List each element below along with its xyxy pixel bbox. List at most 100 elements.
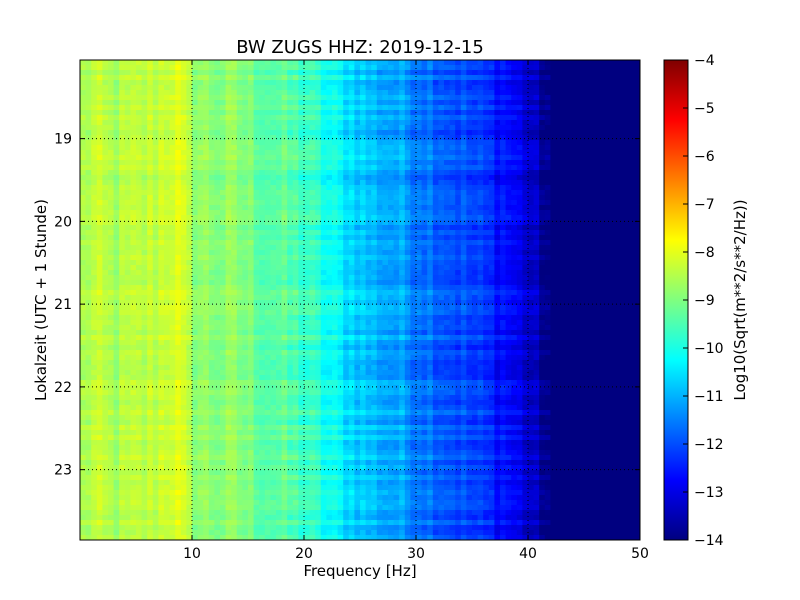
heatmap-cell (102, 295, 109, 301)
heatmap-cell (365, 100, 372, 106)
heatmap-cell (539, 125, 546, 131)
heatmap-cell (354, 85, 361, 91)
heatmap-cell (225, 75, 232, 81)
heatmap-cell (276, 105, 283, 111)
heatmap-cell (410, 100, 417, 106)
heatmap-cell (91, 135, 98, 141)
heatmap-cell (494, 125, 501, 131)
heatmap-cell (466, 150, 473, 156)
heatmap-cell (628, 265, 635, 271)
heatmap-cell (292, 135, 299, 141)
heatmap-cell (612, 125, 619, 131)
heatmap-cell (483, 185, 490, 191)
heatmap-cell (180, 100, 187, 106)
heatmap-cell (500, 110, 507, 116)
heatmap-cell (337, 240, 344, 246)
heatmap-cell (236, 280, 243, 286)
heatmap-cell (270, 295, 277, 301)
heatmap-cell (354, 285, 361, 291)
heatmap-cell (158, 235, 165, 241)
heatmap-cell (365, 110, 372, 116)
heatmap-cell (539, 135, 546, 141)
heatmap-cell (287, 145, 294, 151)
heatmap-cell (612, 95, 619, 101)
heatmap-cell (337, 165, 344, 171)
heatmap-cell (248, 180, 255, 186)
heatmap-cell (203, 115, 210, 121)
heatmap-cell (208, 95, 215, 101)
heatmap-cell (539, 235, 546, 241)
heatmap-cell (220, 190, 227, 196)
heatmap-cell (136, 175, 143, 181)
heatmap-cell (264, 65, 271, 71)
heatmap-cell (572, 160, 579, 166)
heatmap-cell (416, 280, 423, 286)
heatmap-cell (276, 185, 283, 191)
heatmap-cell (236, 160, 243, 166)
heatmap-cell (416, 190, 423, 196)
heatmap-cell (192, 140, 199, 146)
heatmap-cell (208, 285, 215, 291)
heatmap-cell (242, 220, 249, 226)
heatmap-cell (292, 105, 299, 111)
heatmap-cell (175, 170, 182, 176)
heatmap-cell (371, 210, 378, 216)
heatmap-cell (113, 190, 120, 196)
heatmap-cell (276, 285, 283, 291)
heatmap-cell (231, 200, 238, 206)
heatmap-cell (404, 220, 411, 226)
heatmap-cell (141, 185, 148, 191)
heatmap-cell (343, 115, 350, 121)
heatmap-cell (343, 60, 350, 66)
heatmap-cell (516, 220, 523, 226)
heatmap-cell (376, 75, 383, 81)
heatmap-cell (522, 180, 529, 186)
heatmap-cell (584, 100, 591, 106)
heatmap-cell (511, 200, 518, 206)
heatmap-cell (466, 300, 473, 306)
heatmap-cell (421, 70, 428, 76)
heatmap-cell (326, 210, 333, 216)
heatmap-cell (533, 150, 540, 156)
heatmap-cell (410, 255, 417, 261)
heatmap-cell (169, 85, 176, 91)
heatmap-cell (332, 60, 339, 66)
heatmap-cell (427, 280, 434, 286)
heatmap-cell (164, 275, 171, 281)
heatmap-cell (516, 85, 523, 91)
heatmap-cell (533, 90, 540, 96)
heatmap-cell (180, 250, 187, 256)
heatmap-cell (360, 195, 367, 201)
heatmap-cell (236, 100, 243, 106)
heatmap-cell (164, 110, 171, 116)
heatmap-cell (623, 175, 630, 181)
heatmap-cell (449, 280, 456, 286)
heatmap-cell (449, 155, 456, 161)
heatmap-cell (169, 120, 176, 126)
heatmap-cell (220, 225, 227, 231)
heatmap-cell (264, 170, 271, 176)
heatmap-cell (180, 200, 187, 206)
heatmap-cell (505, 60, 512, 66)
heatmap-cell (337, 200, 344, 206)
heatmap-cell (80, 100, 87, 106)
heatmap-cell (136, 190, 143, 196)
heatmap-cell (332, 140, 339, 146)
heatmap-cell (197, 185, 204, 191)
heatmap-cell (152, 230, 159, 236)
heatmap-cell (287, 65, 294, 71)
heatmap-cell (623, 230, 630, 236)
heatmap-cell (231, 305, 238, 311)
heatmap-cell (494, 185, 501, 191)
heatmap-cell (348, 225, 355, 231)
heatmap-cell (561, 125, 568, 131)
heatmap-cell (220, 260, 227, 266)
heatmap-cell (348, 270, 355, 276)
heatmap-cell (164, 260, 171, 266)
heatmap-cell (332, 115, 339, 121)
heatmap-cell (388, 120, 395, 126)
heatmap-cell (332, 80, 339, 86)
heatmap-cell (343, 90, 350, 96)
heatmap-cell (544, 305, 551, 311)
heatmap-cell (164, 160, 171, 166)
